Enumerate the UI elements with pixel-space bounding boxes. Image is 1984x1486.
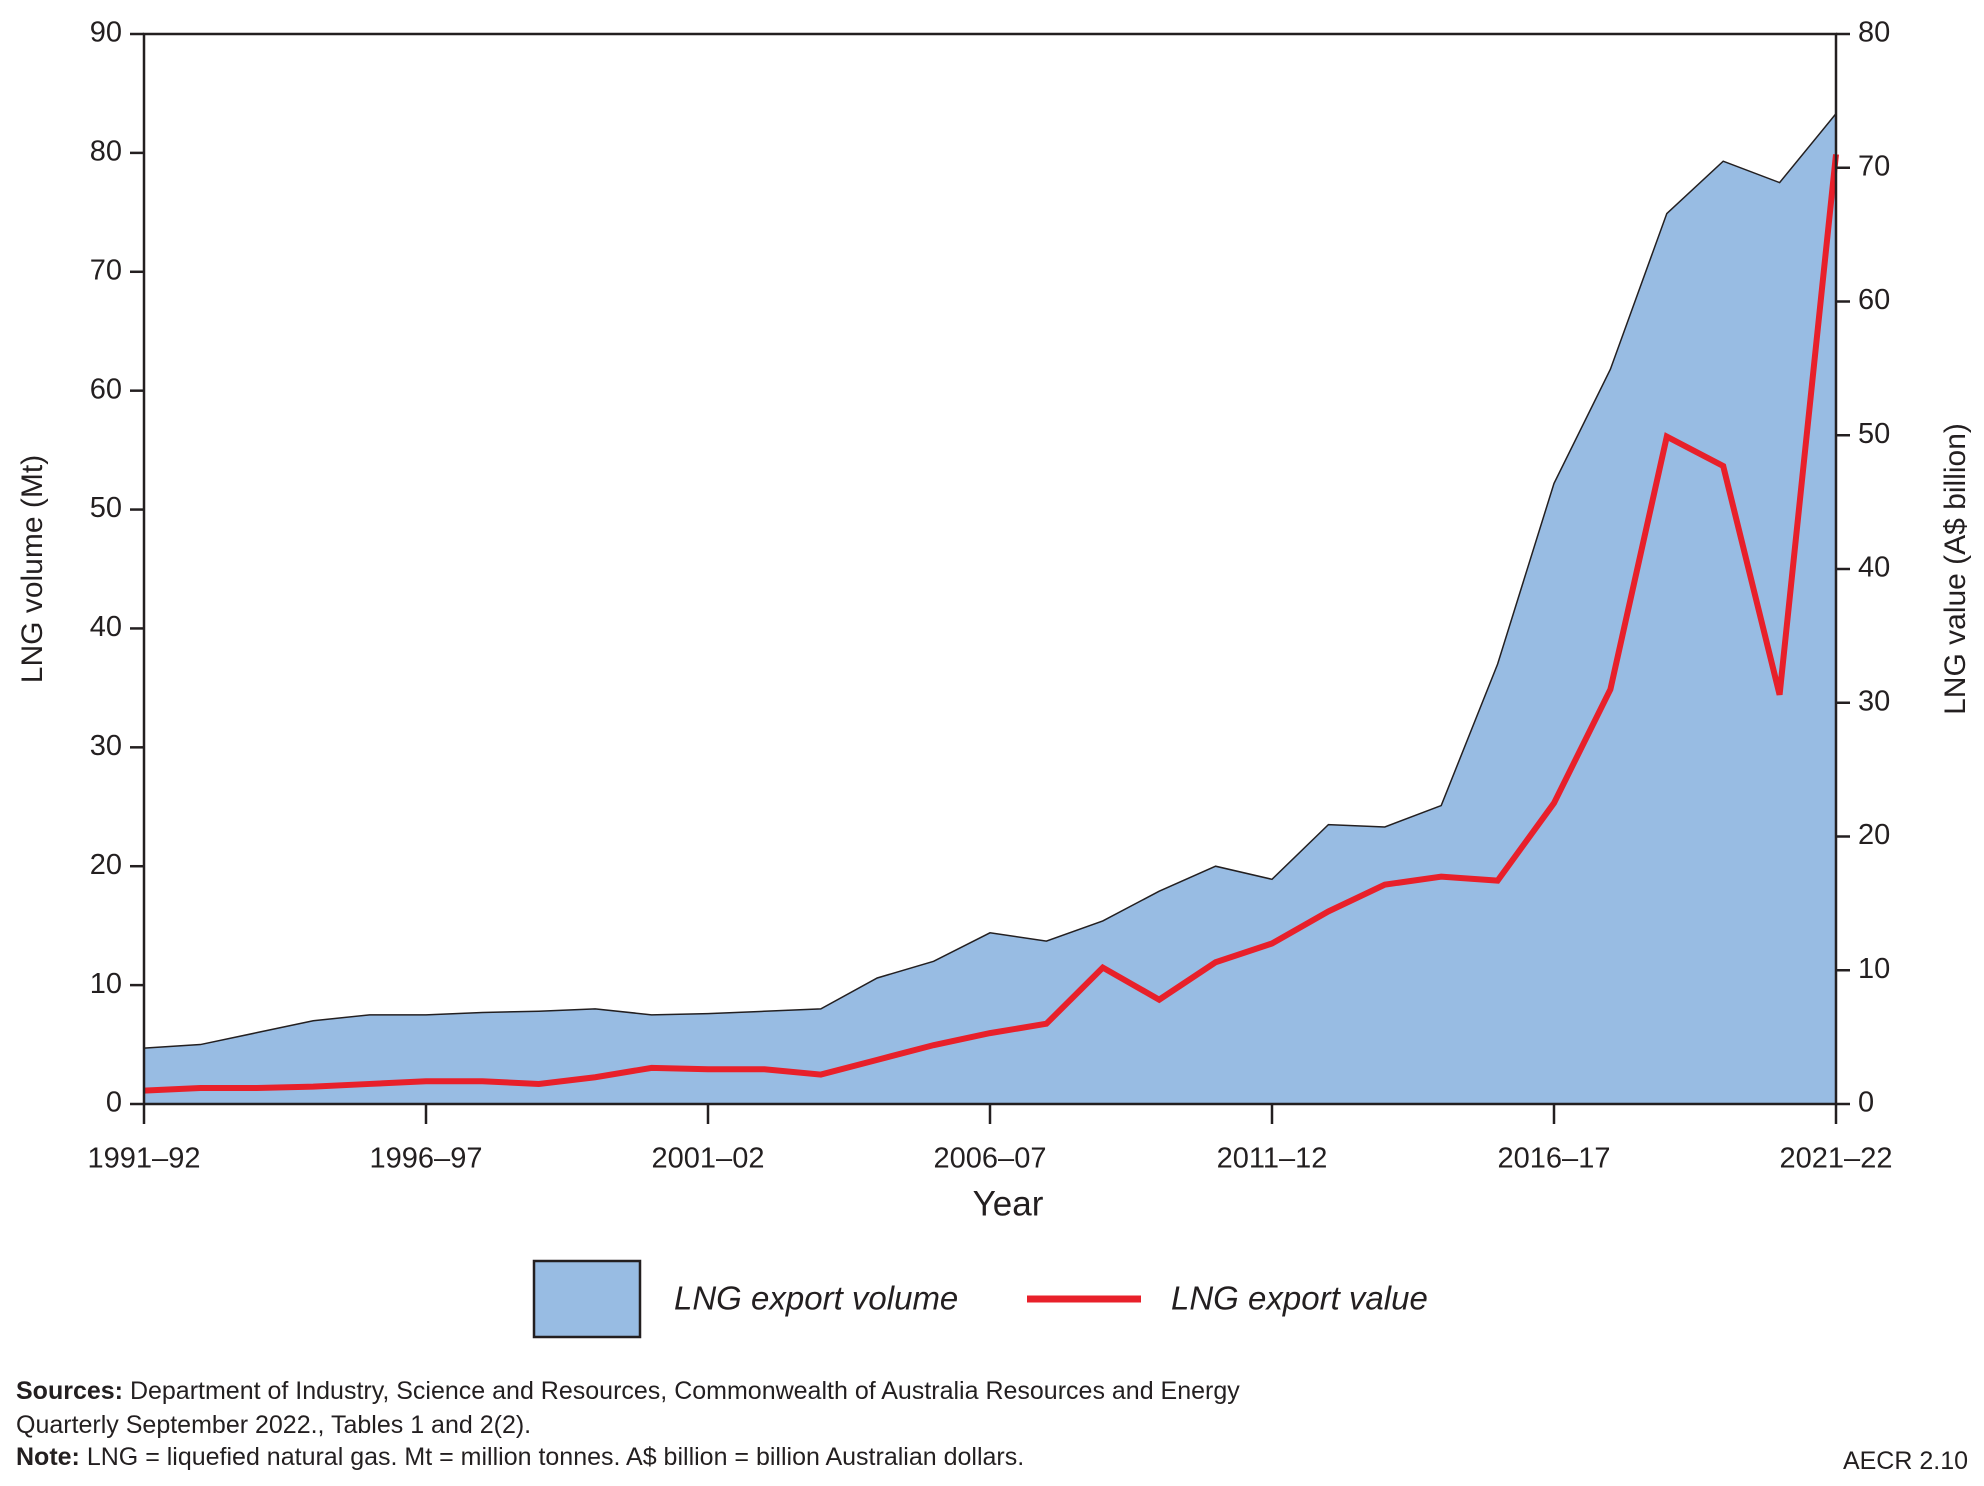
y-tick-label: 10 (90, 968, 122, 1000)
y-tick-label: 60 (90, 373, 122, 405)
x-axis-title: Year (973, 1184, 1044, 1223)
y2-tick-label: 20 (1858, 819, 1890, 851)
sources-text: Department of Industry, Science and Reso… (16, 1377, 1240, 1439)
x-tick-label: 2011–12 (1217, 1143, 1328, 1175)
y2-tick-label: 40 (1858, 552, 1890, 584)
y-tick-label: 40 (90, 611, 122, 643)
legend-label: LNG export volume (674, 1280, 958, 1317)
y-axis-title: LNG volume (Mt) (16, 455, 49, 683)
y-tick-label: 90 (90, 17, 122, 49)
x-tick-label: 2016–17 (1498, 1143, 1611, 1175)
x-tick-label: 2006–07 (934, 1143, 1047, 1175)
y-tick-label: 30 (90, 730, 122, 762)
y2-tick-label: 70 (1858, 150, 1890, 182)
x-tick-label: 1991–92 (88, 1143, 201, 1175)
y2-tick-label: 10 (1858, 953, 1890, 985)
y2-tick-label: 0 (1858, 1087, 1874, 1119)
y2-tick-label: 50 (1858, 418, 1890, 450)
legend-swatch (532, 1259, 642, 1339)
y2-axis-title: LNG value (A$ billion) (1939, 423, 1972, 715)
y-tick-label: 50 (90, 492, 122, 524)
area (143, 111, 1837, 1105)
y-tick-label: 20 (90, 849, 122, 881)
x-tick-label: 2001–02 (652, 1143, 765, 1175)
line (143, 154, 1839, 1094)
note-text: LNG = liquefied natural gas. Mt = millio… (86, 1443, 1025, 1471)
sources-label: Sources: (16, 1377, 123, 1405)
figure-id: AECR 2.10 (1842, 1447, 1968, 1475)
legend-label: LNG export value (1171, 1280, 1428, 1317)
y2-tick-label: 30 (1858, 685, 1890, 717)
y-tick-label: 0 (106, 1087, 122, 1119)
x-tick-label: 1996–97 (370, 1143, 483, 1175)
y-tick-label: 80 (90, 136, 122, 168)
y-tick-label: 70 (90, 254, 122, 286)
x-tick-label: 2021–22 (1780, 1143, 1893, 1175)
y2-tick-label: 80 (1858, 17, 1890, 49)
note: Note: LNG = liquefied natural gas. Mt = … (16, 1440, 1024, 1474)
note-label: Note: (16, 1443, 80, 1471)
y2-tick-label: 60 (1858, 284, 1890, 316)
sources: Sources: Department of Industry, Science… (16, 1374, 1246, 1442)
